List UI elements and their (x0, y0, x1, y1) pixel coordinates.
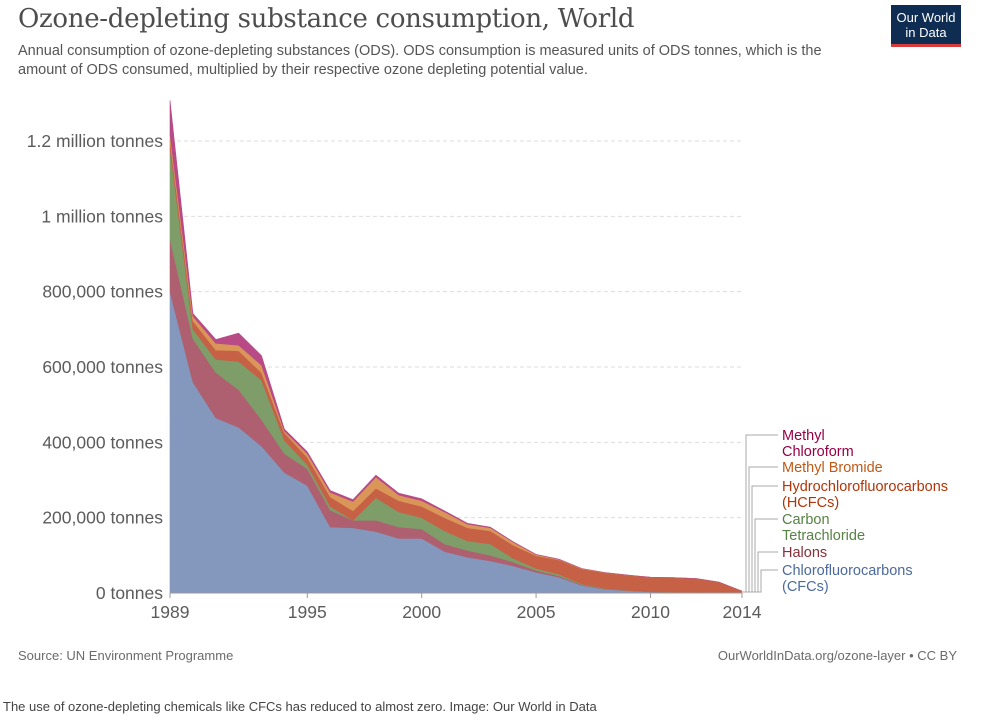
legend-label: Chlorofluorocarbons (782, 563, 913, 579)
image-caption: The use of ozone-depleting chemicals lik… (3, 699, 597, 714)
source-note: Source: UN Environment Programme (18, 648, 234, 663)
chart-title: Ozone-depleting substance consumption, W… (18, 4, 635, 34)
legend-label: (HCFCs) (782, 495, 839, 511)
x-tick-label: 1989 (151, 602, 190, 622)
y-tick-label: 1 million tonnes (41, 206, 163, 226)
legend-label: (CFCs) (782, 579, 829, 595)
owid-logo[interactable]: Our World in Data (891, 5, 961, 47)
x-tick-label: 2010 (631, 602, 670, 622)
x-axis: 1989 1995 2000 2005 2010 2014 (151, 592, 762, 622)
legend-label: Methyl (782, 428, 825, 444)
x-tick-label: 2000 (402, 602, 441, 622)
legend-connector (743, 434, 778, 593)
chart-subtitle: Annual consumption of ozone-depleting su… (18, 43, 822, 78)
legend-label: Chloroform (782, 444, 854, 460)
series-areas (169, 100, 743, 594)
legend-connector (743, 569, 778, 593)
legend-label: Methyl Bromide (782, 460, 883, 476)
area-methyl-chloroform[interactable] (169, 100, 743, 592)
x-tick-label: 2005 (517, 602, 556, 622)
legend-item[interactable]: Hydrochlorofluorocarbons(HCFCs) (743, 479, 948, 593)
y-tick-label: 600,000 tonnes (42, 357, 163, 377)
legend-label: Hydrochlorofluorocarbons (782, 479, 948, 495)
legend-label: Halons (782, 545, 827, 561)
y-tick-label: 400,000 tonnes (42, 432, 163, 452)
x-tick-label: 1995 (288, 602, 327, 622)
legend-label: Carbon (782, 512, 830, 528)
legend-item[interactable]: Chlorofluorocarbons(CFCs) (743, 563, 913, 595)
logo-line-1: Our World (896, 10, 956, 25)
y-tick-label: 200,000 tonnes (42, 508, 163, 528)
y-tick-label: 0 tonnes (96, 583, 163, 603)
y-axis: 0 tonnes 200,000 tonnes 400,000 tonnes 600,… (27, 131, 163, 603)
credit-link[interactable]: OurWorldInData.org/ozone-layer • CC BY (717, 648, 957, 663)
gridlines (170, 140, 742, 519)
y-tick-label: 1.2 million tonnes (27, 131, 163, 151)
stacked-area-chart: 0 tonnes 200,000 tonnes 400,000 tonnes 600,… (27, 100, 948, 622)
legend-label: Tetrachloride (782, 528, 865, 544)
x-tick-label: 2014 (723, 602, 762, 622)
logo-line-2: in Data (905, 25, 947, 40)
y-tick-label: 800,000 tonnes (42, 282, 163, 302)
